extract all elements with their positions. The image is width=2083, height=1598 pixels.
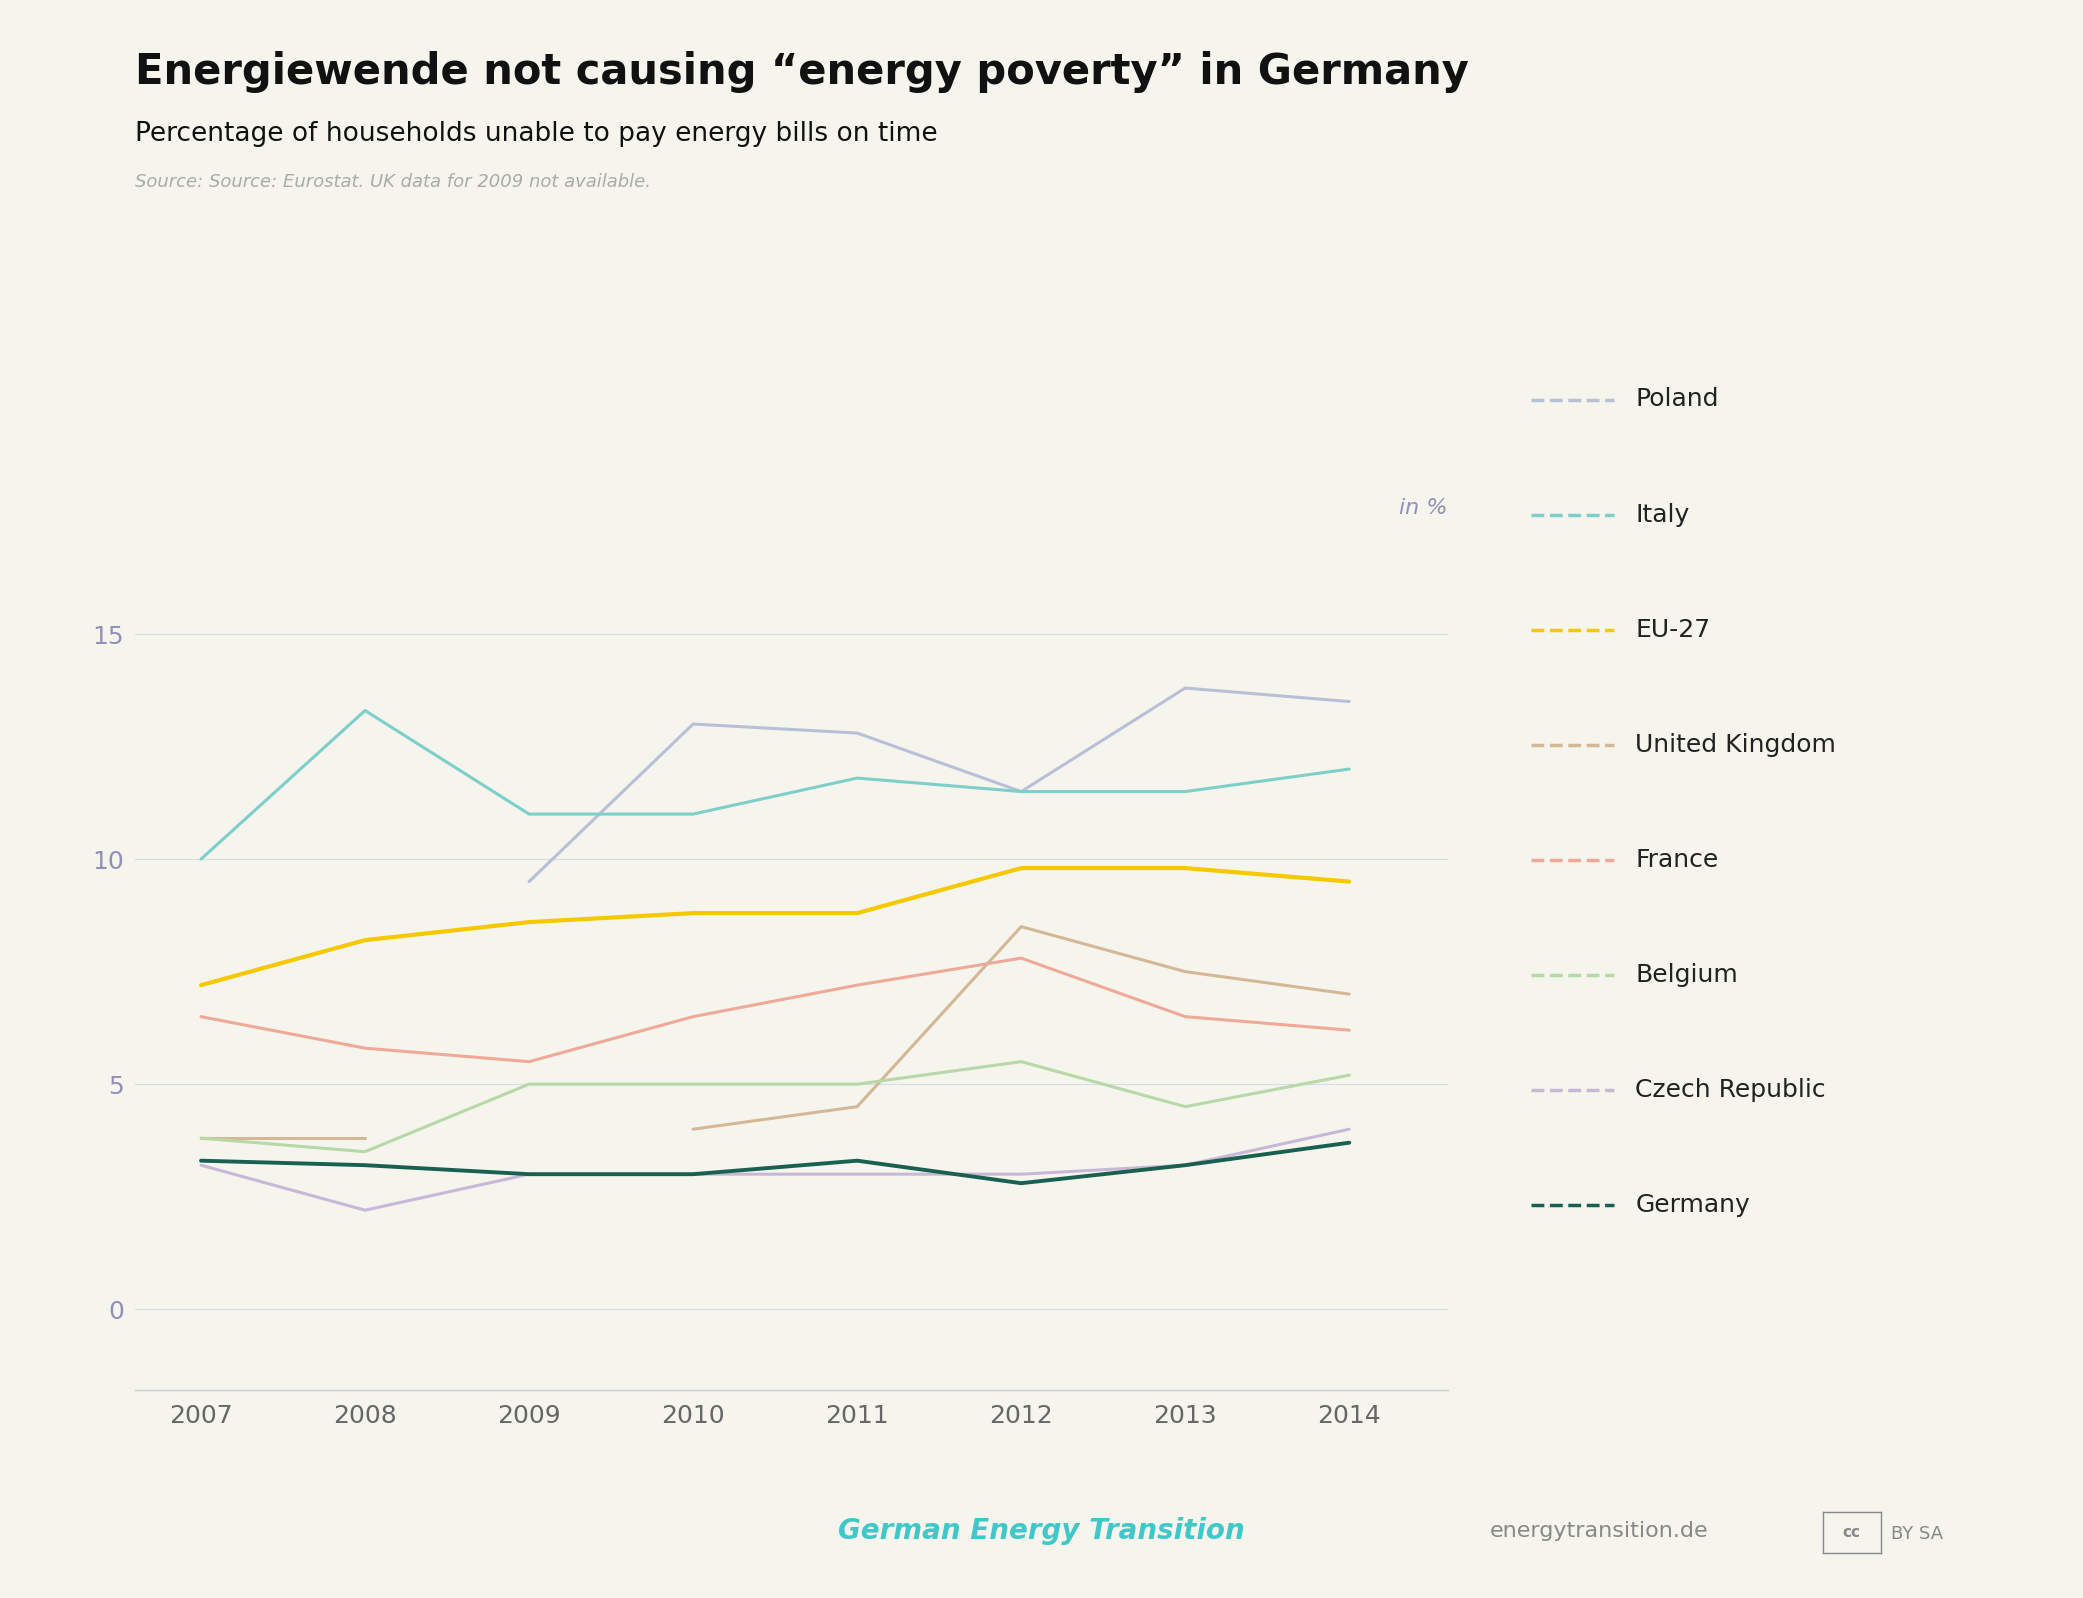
Text: BY SA: BY SA <box>1891 1524 1943 1544</box>
Text: in %: in % <box>1400 499 1448 518</box>
Text: France: France <box>1635 847 1718 873</box>
Text: Percentage of households unable to pay energy bills on time: Percentage of households unable to pay e… <box>135 121 937 147</box>
Text: Energiewende not causing “energy poverty” in Germany: Energiewende not causing “energy poverty… <box>135 51 1469 93</box>
Text: Czech Republic: Czech Republic <box>1635 1077 1827 1103</box>
Text: cc: cc <box>1843 1524 1860 1540</box>
Text: Germany: Germany <box>1635 1192 1750 1218</box>
Text: energytransition.de: energytransition.de <box>1489 1521 1708 1540</box>
Text: Source: Source: Eurostat. UK data for 2009 not available.: Source: Source: Eurostat. UK data for 20… <box>135 173 652 190</box>
Text: Poland: Poland <box>1635 387 1718 412</box>
Text: EU-27: EU-27 <box>1635 617 1710 642</box>
Text: German Energy Transition: German Energy Transition <box>837 1517 1246 1545</box>
Text: Belgium: Belgium <box>1635 962 1737 988</box>
Text: Italy: Italy <box>1635 502 1689 527</box>
Text: United Kingdom: United Kingdom <box>1635 732 1835 757</box>
